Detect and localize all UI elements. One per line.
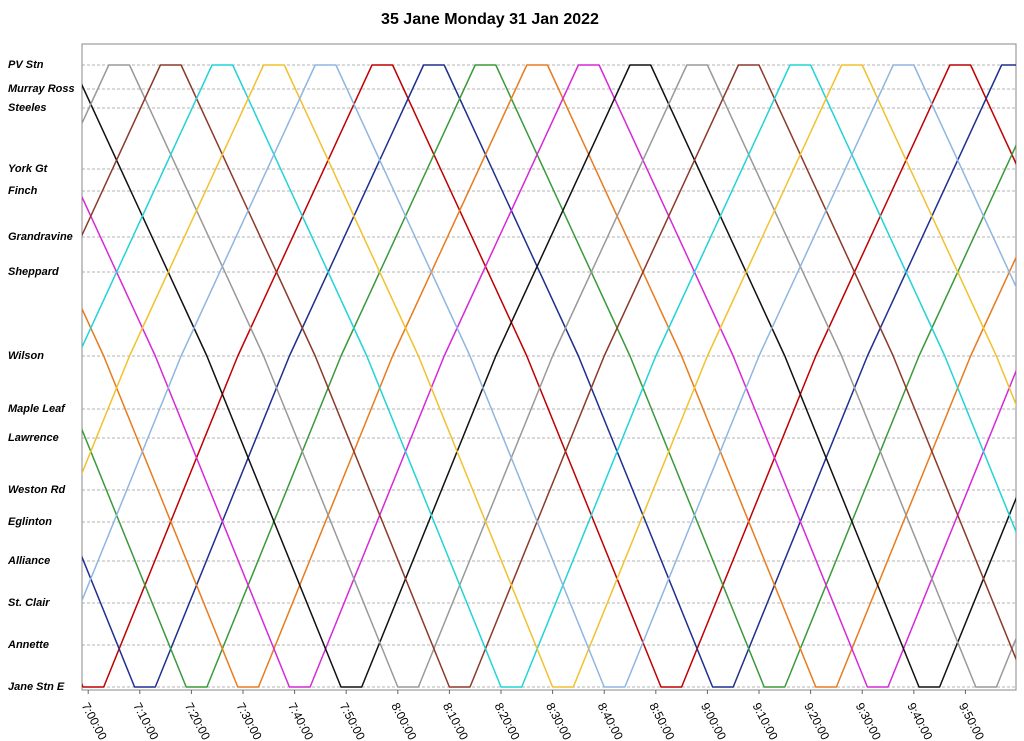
- x-tick-label: 7:50:00: [337, 700, 368, 741]
- y-tick-label: Wilson: [8, 350, 44, 362]
- y-tick-label: Sheppard: [8, 266, 59, 278]
- vehicle-line: [82, 64, 1016, 688]
- y-tick-label: Murray Ross: [8, 83, 75, 95]
- y-tick-label: Finch: [8, 185, 38, 197]
- chart-title: 35 Jane Monday 31 Jan 2022: [381, 11, 599, 28]
- x-tick-label: 8:30:00: [543, 700, 574, 741]
- vehicle-line: [82, 64, 1016, 688]
- x-tick-label: 9:20:00: [801, 700, 832, 741]
- x-tick-label: 9:40:00: [904, 700, 935, 741]
- y-tick-label: Steeles: [8, 102, 47, 114]
- vehicle-line: [82, 64, 1016, 688]
- y-tick-label: Lawrence: [8, 432, 59, 444]
- axis-labels: PV Stn Murray Ross Steeles York Gt Finch Gran…: [7, 59, 987, 741]
- y-tick-label: Jane Stn E: [8, 681, 65, 693]
- x-tick-label: 7:40:00: [285, 700, 316, 741]
- x-tick-label: 9:50:00: [956, 700, 987, 741]
- x-tick-label: 8:50:00: [646, 700, 677, 741]
- vehicle-line: [82, 64, 1016, 688]
- y-tick-label: Weston Rd: [8, 484, 66, 496]
- x-tick-label: 7:20:00: [182, 700, 213, 741]
- y-tick-label: St. Clair: [8, 597, 50, 609]
- y-tick-label: York Gt: [8, 163, 49, 175]
- x-tick-label: 9:00:00: [698, 700, 729, 741]
- vehicle-line: [82, 64, 1016, 688]
- y-tick-label: Grandravine: [8, 231, 73, 243]
- vehicle-line: [82, 64, 1016, 688]
- vehicle-line: [82, 64, 1016, 688]
- x-tick-label: 7:00:00: [79, 700, 110, 741]
- y-tick-label: PV Stn: [8, 59, 44, 71]
- y-tick-label: Alliance: [7, 555, 50, 567]
- y-tick-label: Eglinton: [8, 516, 52, 528]
- x-tick-label: 9:30:00: [853, 700, 884, 741]
- x-tick-label: 8:20:00: [492, 700, 523, 741]
- vehicle-line: [82, 64, 1016, 688]
- x-tick-label: 8:00:00: [388, 700, 419, 741]
- x-tick-label: 8:10:00: [440, 700, 471, 741]
- vehicle-line: [82, 64, 1016, 688]
- x-tick-label: 9:10:00: [750, 700, 781, 741]
- y-tick-label: Maple Leaf: [8, 403, 66, 415]
- x-tick-label: 8:40:00: [595, 700, 626, 741]
- vehicle-line: [82, 64, 1016, 688]
- x-tick-label: 7:30:00: [234, 700, 265, 741]
- y-tick-label: Annette: [7, 639, 49, 651]
- vehicle-line: [82, 64, 1016, 688]
- grid: [82, 64, 1016, 694]
- plot-frame: [81, 43, 1017, 691]
- series-lines: [82, 64, 1016, 688]
- x-tick-label: 7:10:00: [130, 700, 161, 741]
